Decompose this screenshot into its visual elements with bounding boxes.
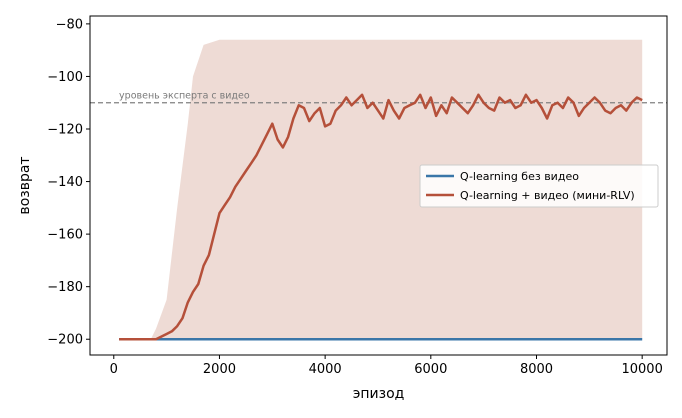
x-tick-label: 8000 (520, 362, 553, 377)
legend-label-no-video: Q-learning без видео (460, 170, 579, 183)
legend-box (419, 164, 659, 208)
y-tick-label: −120 (47, 123, 83, 138)
series-line-1 (119, 93, 643, 341)
variance-band (119, 39, 643, 340)
series-layer (119, 93, 643, 341)
y-tick-label: −140 (47, 175, 83, 190)
y-tick-label: −80 (56, 17, 83, 32)
x-tick-label: 4000 (309, 362, 342, 377)
x-tick-label: 2000 (203, 362, 236, 377)
x-tick-label: 0 (110, 362, 118, 377)
plot-frame (89, 15, 668, 356)
x-axis-label: эпизод (353, 386, 405, 402)
y-axis-label: возврат (17, 156, 33, 214)
y-tick-label: −180 (47, 280, 83, 295)
y-tick-label: −160 (47, 228, 83, 243)
legend-label-with-video: Q-learning + видео (мини-RLV) (460, 189, 635, 202)
variance-band-layer (119, 39, 643, 340)
x-axis-ticks: 0 2000 4000 6000 8000 10000 (110, 355, 663, 377)
reference-line-label: уровень эксперта с видео (119, 91, 250, 102)
y-tick-label: −100 (47, 70, 83, 85)
x-tick-label: 10000 (621, 362, 662, 377)
x-tick-label: 6000 (414, 362, 447, 377)
y-axis-ticks: −200 −180 −160 −140 −120 −100 −80 (47, 17, 90, 348)
y-tick-label: −200 (47, 333, 83, 348)
legend: Q-learning без видео Q-learning + видео … (419, 164, 659, 208)
